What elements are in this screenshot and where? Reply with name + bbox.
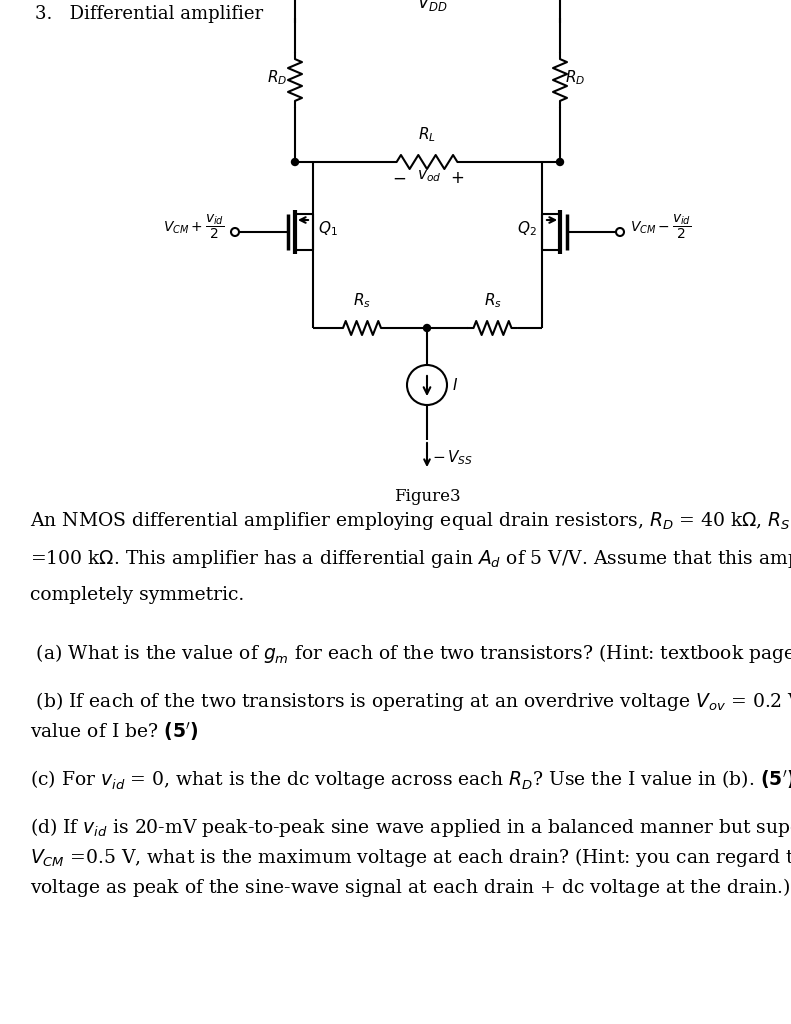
Text: (c) For $v_{id}$ = 0, what is the dc voltage across each $R_D$? Use the I value : (c) For $v_{id}$ = 0, what is the dc vol… — [30, 768, 791, 792]
Circle shape — [423, 325, 430, 332]
Text: $R_D$: $R_D$ — [565, 69, 585, 87]
Text: completely symmetric.: completely symmetric. — [30, 586, 244, 604]
Text: voltage as peak of the sine-wave signal at each drain + dc voltage at the drain.: voltage as peak of the sine-wave signal … — [30, 876, 791, 900]
Text: $-\,V_{SS}$: $-\,V_{SS}$ — [432, 449, 473, 467]
Text: $V_{DD}$: $V_{DD}$ — [417, 0, 448, 13]
Text: Figure3: Figure3 — [394, 488, 460, 505]
Text: An NMOS differential amplifier employing equal drain resistors, $R_D$ = 40 k$\Om: An NMOS differential amplifier employing… — [30, 510, 791, 532]
Text: $R_L$: $R_L$ — [418, 125, 436, 144]
Text: $R_D$: $R_D$ — [267, 69, 287, 87]
Text: (a) What is the value of $g_m$ for each of the two transistors? (Hint: textbook : (a) What is the value of $g_m$ for each … — [30, 642, 791, 666]
Text: $+$: $+$ — [450, 169, 464, 187]
Text: $-$: $-$ — [392, 169, 406, 187]
Text: $v_{od}$: $v_{od}$ — [417, 168, 441, 184]
Circle shape — [292, 159, 298, 166]
Text: $V_{CM} +\dfrac{v_{id}}{2}$: $V_{CM} +\dfrac{v_{id}}{2}$ — [164, 213, 225, 242]
Text: $R_s$: $R_s$ — [353, 291, 371, 310]
Text: 3.   Differential amplifier: 3. Differential amplifier — [35, 5, 263, 23]
Circle shape — [231, 228, 239, 236]
Text: value of I be? $\mathbf{(5^{\prime})}$: value of I be? $\mathbf{(5^{\prime})}$ — [30, 720, 199, 743]
Text: $R_s$: $R_s$ — [483, 291, 501, 310]
Text: =100 k$\Omega$. This amplifier has a differential gain $A_d$ of 5 V/V. Assume th: =100 k$\Omega$. This amplifier has a dif… — [30, 548, 791, 570]
Circle shape — [616, 228, 624, 236]
Text: $V_{CM} -\dfrac{v_{id}}{2}$: $V_{CM} -\dfrac{v_{id}}{2}$ — [630, 213, 691, 242]
Text: (d) If $v_{id}$ is 20-mV peak-to-peak sine wave applied in a balanced manner but: (d) If $v_{id}$ is 20-mV peak-to-peak si… — [30, 816, 791, 839]
Text: $Q_1$: $Q_1$ — [318, 220, 338, 239]
Text: $Q_2$: $Q_2$ — [517, 220, 537, 239]
Text: $V_{CM}$ =0.5 V, what is the maximum voltage at each drain? (Hint: you can regar: $V_{CM}$ =0.5 V, what is the maximum vol… — [30, 846, 791, 869]
Text: $I$: $I$ — [452, 377, 458, 393]
Text: (b) If each of the two transistors is operating at an overdrive voltage $V_{ov}$: (b) If each of the two transistors is op… — [30, 690, 791, 713]
Circle shape — [557, 159, 563, 166]
